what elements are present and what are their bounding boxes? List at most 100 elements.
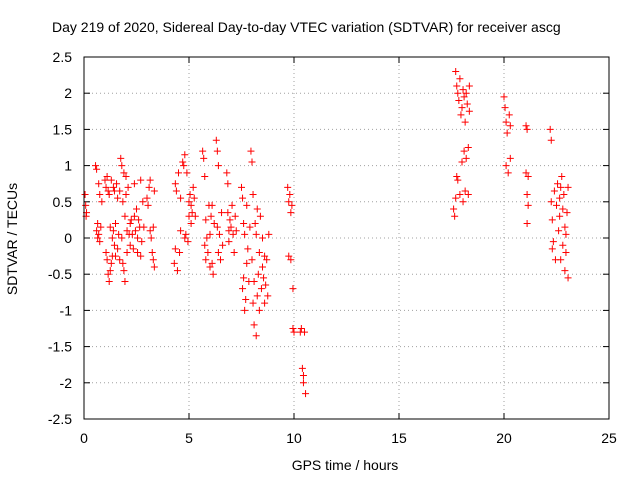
data-point [524, 201, 532, 209]
data-point [556, 194, 564, 202]
data-point [179, 158, 187, 166]
data-point [554, 180, 562, 188]
data-point [209, 270, 217, 278]
data-point [547, 198, 555, 206]
data-point [225, 238, 233, 246]
data-point [561, 223, 569, 231]
data-point [95, 230, 103, 238]
data-point [559, 205, 567, 213]
data-point [259, 263, 266, 271]
data-point [177, 194, 185, 202]
data-point [116, 187, 124, 195]
data-point [207, 212, 215, 220]
data-point [223, 169, 231, 177]
data-point [557, 256, 565, 264]
data-point [202, 256, 210, 264]
data-point [229, 230, 237, 238]
data-point [264, 292, 272, 300]
data-point [122, 172, 130, 180]
data-point [106, 223, 114, 231]
data-point [241, 306, 249, 314]
data-point [107, 176, 115, 184]
data-point [453, 172, 461, 180]
data-point [206, 230, 214, 238]
data-point [200, 154, 208, 162]
data-point [204, 248, 212, 256]
x-tick-label: 25 [601, 430, 617, 446]
data-points [81, 67, 572, 398]
data-point [523, 125, 531, 133]
chart-title: Day 219 of 2020, Sidereal Day-to-day VTE… [52, 19, 561, 35]
data-point [555, 227, 563, 235]
data-point [219, 241, 227, 249]
data-point [289, 325, 297, 332]
data-point [181, 234, 189, 242]
data-point [146, 176, 154, 184]
data-point [455, 96, 463, 104]
data-point [150, 187, 158, 195]
data-point [133, 205, 140, 213]
data-point [130, 212, 138, 220]
data-point [113, 180, 121, 188]
data-point [238, 183, 245, 191]
data-point [171, 180, 179, 188]
x-tick-label: 10 [286, 430, 302, 446]
data-point [561, 267, 569, 275]
data-point [183, 169, 191, 177]
data-point [182, 230, 190, 238]
data-point [185, 198, 193, 206]
data-point [557, 183, 565, 191]
data-point [546, 125, 554, 133]
data-point [117, 154, 125, 162]
data-point [187, 220, 195, 228]
data-point [147, 234, 155, 242]
data-point [284, 183, 292, 191]
data-point [254, 270, 262, 278]
data-point [243, 201, 251, 209]
data-point [505, 111, 513, 119]
data-point [104, 187, 112, 195]
data-point [213, 223, 221, 231]
data-point [186, 191, 194, 199]
data-point [250, 321, 258, 329]
data-point [559, 241, 567, 249]
data-point [465, 82, 473, 90]
data-point [119, 198, 127, 206]
data-point [101, 176, 109, 184]
data-point [460, 147, 468, 155]
data-point [504, 169, 512, 177]
data-point [94, 234, 102, 242]
data-point [253, 205, 261, 213]
data-point [501, 104, 509, 112]
data-point [302, 390, 310, 398]
data-point [118, 162, 126, 170]
data-point [456, 75, 464, 83]
data-point [202, 216, 210, 224]
data-point [94, 220, 102, 228]
data-point [523, 220, 531, 228]
data-point [92, 162, 100, 170]
data-point [252, 230, 260, 238]
data-point [131, 227, 139, 235]
data-point [135, 216, 143, 224]
data-point [248, 256, 256, 264]
data-point [138, 238, 146, 246]
data-point [453, 82, 461, 90]
data-point [103, 256, 111, 264]
data-point [123, 248, 131, 256]
grid [84, 57, 609, 419]
data-point [257, 285, 265, 293]
data-point [243, 259, 251, 267]
y-axis-title: SDTVAR / TECUs [4, 183, 20, 295]
data-point [121, 277, 129, 285]
data-point [181, 151, 189, 159]
data-point [115, 230, 123, 238]
data-point [240, 220, 248, 228]
data-point [250, 277, 258, 285]
data-point [299, 379, 307, 387]
data-point [286, 191, 294, 199]
data-point [114, 194, 122, 202]
data-point [242, 296, 250, 304]
data-point [232, 227, 240, 235]
